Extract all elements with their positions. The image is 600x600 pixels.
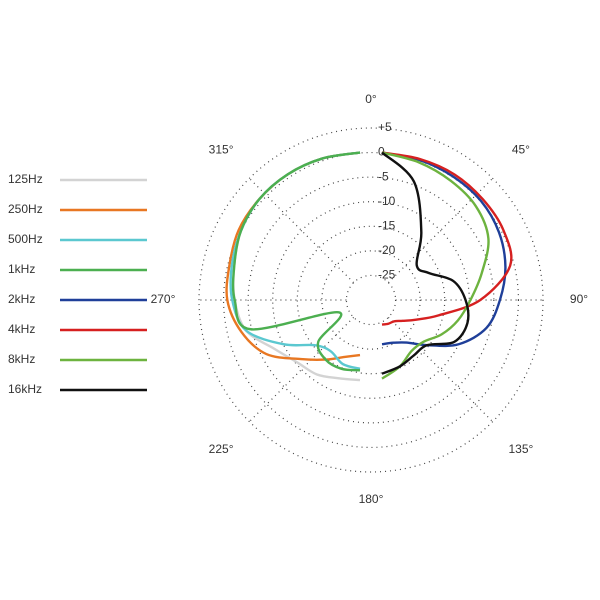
legend-label: 1kHz (8, 262, 35, 276)
r-tick-label: -5 (378, 169, 389, 183)
r-tick-label: -10 (378, 194, 396, 208)
ring (321, 250, 421, 350)
series-line (381, 151, 470, 375)
legend-label: 2kHz (8, 292, 35, 306)
angle-label: 270° (151, 292, 176, 306)
legend-label: 16kHz (8, 382, 42, 396)
angle-label: 135° (508, 442, 533, 456)
ring (247, 176, 495, 424)
angle-label: 45° (512, 142, 530, 156)
ring (272, 201, 470, 399)
angle-label: 90° (570, 292, 588, 306)
legend-label: 125Hz (8, 172, 43, 186)
angle-label: 0° (365, 92, 377, 106)
series-line (381, 151, 490, 380)
r-tick-label: -20 (378, 243, 396, 257)
legend-label: 8kHz (8, 352, 35, 366)
series-line (231, 151, 361, 372)
series-line (229, 151, 361, 370)
legend-label: 4kHz (8, 322, 35, 336)
angle-label: 180° (359, 492, 384, 506)
r-tick-label: -25 (378, 268, 396, 282)
series-line (381, 151, 513, 326)
series-line (381, 151, 507, 348)
ring (296, 225, 446, 375)
r-tick-label: -15 (378, 218, 396, 232)
spoke (387, 316, 494, 423)
ring (198, 127, 544, 473)
r-tick-label: 0 (378, 145, 385, 159)
r-tick-label: +5 (378, 120, 392, 134)
legend-label: 250Hz (8, 202, 43, 216)
spoke (248, 316, 355, 423)
ring (345, 274, 397, 326)
angle-label: 225° (209, 442, 234, 456)
angle-label: 315° (209, 142, 234, 156)
legend-label: 500Hz (8, 232, 43, 246)
ring (222, 151, 520, 449)
